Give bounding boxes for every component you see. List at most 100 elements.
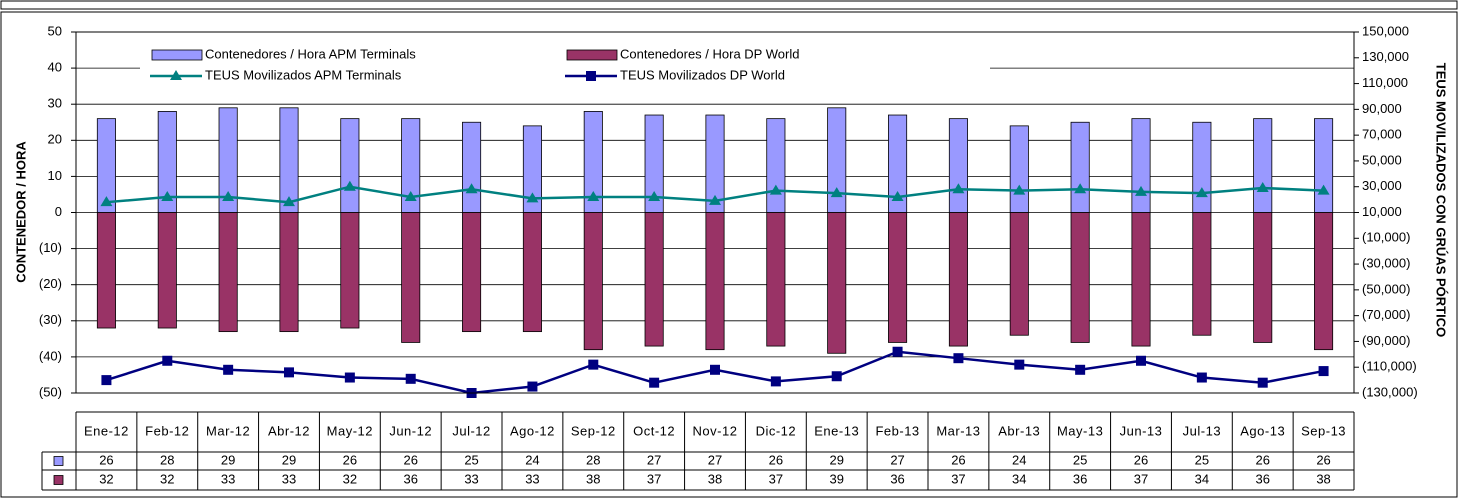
- table-cell: 28: [586, 452, 600, 467]
- table-cell: 38: [586, 471, 600, 486]
- table-cell: 32: [343, 471, 357, 486]
- bar: [218, 212, 238, 333]
- table-cell: 33: [525, 471, 539, 486]
- marker: [587, 191, 600, 202]
- table-cell: 37: [1134, 471, 1148, 486]
- table-cell: 26: [99, 452, 113, 467]
- y2-tick-label: (110,000): [1362, 359, 1417, 374]
- marker: [1075, 364, 1086, 375]
- bar: [462, 121, 482, 213]
- marker: [710, 364, 720, 375]
- marker: [1318, 366, 1329, 377]
- bar: [1253, 118, 1273, 213]
- bar: [462, 212, 482, 333]
- x-tick-label: Ago-13: [1240, 423, 1285, 438]
- x-tick-label: May-12: [327, 423, 373, 438]
- bar: [279, 212, 299, 333]
- table-cell: 26: [1316, 452, 1330, 467]
- x-tick-label: Oct-12: [633, 423, 675, 438]
- legend-label: Contenedores / Hora APM Terminals: [205, 46, 416, 61]
- table-cell: 37: [769, 471, 783, 486]
- x-tick-label: Jul-12: [452, 423, 490, 438]
- marker: [952, 183, 965, 194]
- x-tick-label: Sep-13: [1301, 423, 1346, 438]
- y2-tick-label: (130,000): [1362, 384, 1418, 399]
- marker: [770, 376, 781, 387]
- marker: [1074, 183, 1087, 194]
- marker: [162, 355, 173, 366]
- marker: [1014, 359, 1025, 370]
- table-cell: 32: [99, 471, 113, 486]
- marker: [588, 359, 599, 370]
- bar: [1070, 212, 1090, 343]
- table-cell: 33: [464, 471, 478, 486]
- bar: [340, 212, 360, 329]
- table-legend-key: [53, 456, 64, 466]
- bar: [401, 212, 421, 343]
- y2-tick-label: (70,000): [1362, 307, 1410, 322]
- legend-label: TEUS Movilizados APM Terminals: [205, 67, 402, 82]
- x-tick-label: Mar-13: [936, 423, 980, 438]
- marker: [222, 191, 235, 202]
- table-cell: 29: [221, 452, 235, 467]
- bar: [1253, 212, 1273, 343]
- x-tick-label: Nov-12: [693, 423, 738, 438]
- table-legend-key: [53, 475, 64, 485]
- bar: [1070, 121, 1090, 213]
- bar: [888, 212, 908, 343]
- y-tick-label: (40): [39, 348, 62, 363]
- marker: [830, 187, 843, 198]
- legend: [140, 44, 990, 88]
- y-tick-label: 10: [48, 168, 62, 183]
- marker: [223, 364, 234, 375]
- x-tick-label: Ene-12: [84, 423, 129, 438]
- marker: [283, 196, 295, 207]
- table-cell: 36: [1073, 471, 1087, 486]
- bar: [766, 212, 786, 347]
- table-cell: 38: [708, 471, 722, 486]
- table-cell: 27: [890, 452, 904, 467]
- table-cell: 33: [282, 471, 296, 486]
- table-cell: 39: [829, 471, 843, 486]
- table-cell: 33: [221, 471, 235, 486]
- y2-axis-title: TEUS MOVILIZADOS CON GRÚAS PÓRTICO: [1434, 63, 1449, 337]
- marker: [769, 184, 782, 195]
- marker: [1135, 185, 1147, 196]
- marker: [404, 191, 417, 202]
- bar: [1131, 118, 1151, 213]
- table-cell: 36: [890, 471, 904, 486]
- table-cell: 34: [1195, 471, 1209, 486]
- table-cell: 26: [769, 452, 783, 467]
- y-axis-title: CONTENEDOR / HORA: [13, 141, 28, 283]
- marker: [831, 371, 842, 382]
- bar: [522, 212, 542, 333]
- table-cell: 36: [403, 471, 417, 486]
- bar: [644, 212, 664, 347]
- marker: [953, 353, 964, 364]
- y2-tick-label: 10,000: [1362, 204, 1402, 219]
- marker: [526, 192, 539, 203]
- y2-tick-label: (90,000): [1362, 333, 1410, 348]
- table-cell: 28: [160, 452, 174, 467]
- marker: [1257, 377, 1268, 388]
- y-tick-label: (20): [39, 276, 62, 291]
- legend-key: [170, 70, 182, 80]
- table-cell: 27: [708, 452, 722, 467]
- table-cell: 25: [464, 452, 478, 467]
- marker: [1013, 184, 1026, 195]
- marker: [527, 381, 538, 392]
- marker: [1317, 184, 1330, 195]
- chart-frame: [0, 11, 1458, 498]
- y2-tick-label: 30,000: [1362, 178, 1402, 193]
- legend-key: [586, 71, 596, 81]
- x-tick-label: Abr-12: [268, 423, 310, 438]
- table-cell: 25: [1073, 452, 1087, 467]
- legend-label: TEUS Movilizados DP World: [620, 67, 785, 82]
- plot-area: [75, 31, 1355, 394]
- bar: [827, 212, 847, 354]
- y2-tick-label: (50,000): [1362, 281, 1410, 296]
- table-cell: 24: [1012, 452, 1026, 467]
- marker: [648, 191, 661, 202]
- bar: [1314, 212, 1334, 351]
